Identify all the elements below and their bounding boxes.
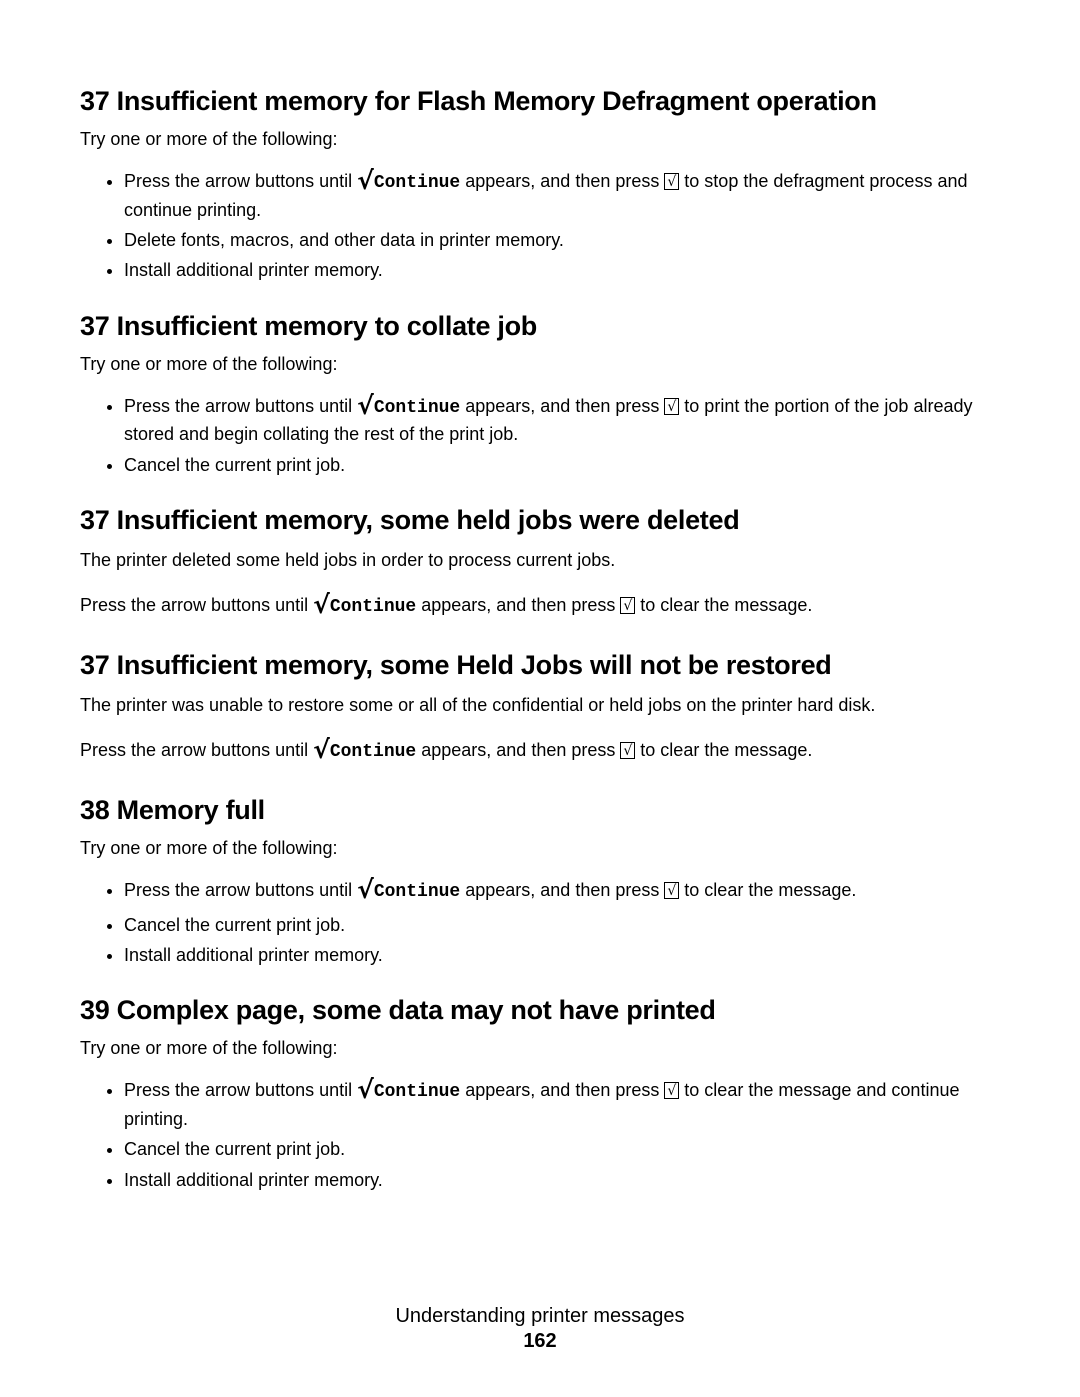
intro-text: Try one or more of the following: bbox=[80, 354, 1000, 375]
footer-page-number: 162 bbox=[0, 1330, 1080, 1353]
bullet-list: Press the arrow buttons until √Continue … bbox=[80, 873, 1000, 967]
list-item: Press the arrow buttons until √Continue … bbox=[124, 389, 1000, 447]
continue-label: Continue bbox=[374, 882, 460, 902]
body-paragraph: Press the arrow buttons until √Continue … bbox=[80, 733, 1000, 767]
list-item: Cancel the current print job. bbox=[124, 913, 1000, 937]
page-footer: Understanding printer messages 162 bbox=[0, 1305, 1080, 1353]
checkmark-icon: √ bbox=[357, 875, 374, 904]
list-item: Press the arrow buttons until √Continue … bbox=[124, 1073, 1000, 1131]
section-heading: 39 Complex page, some data may not have … bbox=[80, 995, 1000, 1026]
continue-label: Continue bbox=[330, 742, 416, 762]
document-page: 37 Insufficient memory for Flash Memory … bbox=[0, 0, 1080, 1397]
continue-label: Continue bbox=[330, 597, 416, 617]
checkmark-icon: √ bbox=[313, 590, 330, 619]
list-item: Install additional printer memory. bbox=[124, 258, 1000, 282]
section-heading: 37 Insufficient memory, some Held Jobs w… bbox=[80, 650, 1000, 681]
checkmark-icon: √ bbox=[313, 735, 330, 764]
select-button-icon: √ bbox=[664, 398, 679, 415]
select-button-icon: √ bbox=[664, 173, 679, 190]
intro-text: Try one or more of the following: bbox=[80, 129, 1000, 150]
sections-container: 37 Insufficient memory for Flash Memory … bbox=[80, 86, 1000, 1192]
section-s6: 39 Complex page, some data may not have … bbox=[80, 995, 1000, 1192]
list-item: Install additional printer memory. bbox=[124, 943, 1000, 967]
select-button-icon: √ bbox=[664, 882, 679, 899]
select-button-icon: √ bbox=[664, 1082, 679, 1099]
bullet-list: Press the arrow buttons until √Continue … bbox=[80, 164, 1000, 283]
select-button-icon: √ bbox=[620, 742, 635, 759]
intro-text: Try one or more of the following: bbox=[80, 838, 1000, 859]
section-heading: 38 Memory full bbox=[80, 795, 1000, 826]
section-s2: 37 Insufficient memory to collate job Try… bbox=[80, 311, 1000, 477]
continue-label: Continue bbox=[374, 398, 460, 418]
section-s1: 37 Insufficient memory for Flash Memory … bbox=[80, 86, 1000, 283]
body-paragraph: Press the arrow buttons until √Continue … bbox=[80, 588, 1000, 622]
footer-title: Understanding printer messages bbox=[0, 1305, 1080, 1328]
checkmark-icon: √ bbox=[357, 166, 374, 195]
intro-text: Try one or more of the following: bbox=[80, 1038, 1000, 1059]
list-item: Press the arrow buttons until √Continue … bbox=[124, 164, 1000, 222]
select-button-icon: √ bbox=[620, 597, 635, 614]
checkmark-icon: √ bbox=[357, 1075, 374, 1104]
section-heading: 37 Insufficient memory for Flash Memory … bbox=[80, 86, 1000, 117]
section-s3: 37 Insufficient memory, some held jobs w… bbox=[80, 505, 1000, 622]
section-heading: 37 Insufficient memory to collate job bbox=[80, 311, 1000, 342]
list-item: Cancel the current print job. bbox=[124, 453, 1000, 477]
list-item: Delete fonts, macros, and other data in … bbox=[124, 228, 1000, 252]
body-paragraph: The printer deleted some held jobs in or… bbox=[80, 548, 1000, 572]
bullet-list: Press the arrow buttons until √Continue … bbox=[80, 1073, 1000, 1192]
list-item: Press the arrow buttons until √Continue … bbox=[124, 873, 1000, 907]
continue-label: Continue bbox=[374, 173, 460, 193]
section-s4: 37 Insufficient memory, some Held Jobs w… bbox=[80, 650, 1000, 767]
checkmark-icon: √ bbox=[357, 391, 374, 420]
body-paragraph: The printer was unable to restore some o… bbox=[80, 693, 1000, 717]
bullet-list: Press the arrow buttons until √Continue … bbox=[80, 389, 1000, 477]
continue-label: Continue bbox=[374, 1082, 460, 1102]
list-item: Cancel the current print job. bbox=[124, 1137, 1000, 1161]
list-item: Install additional printer memory. bbox=[124, 1168, 1000, 1192]
section-heading: 37 Insufficient memory, some held jobs w… bbox=[80, 505, 1000, 536]
section-s5: 38 Memory full Try one or more of the fol… bbox=[80, 795, 1000, 967]
